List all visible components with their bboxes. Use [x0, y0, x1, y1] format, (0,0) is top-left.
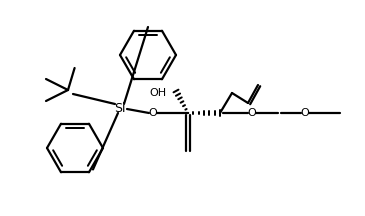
Text: O: O — [247, 108, 256, 118]
Text: O: O — [149, 108, 157, 118]
Text: O: O — [301, 108, 310, 118]
Text: OH: OH — [149, 88, 166, 98]
Text: Si: Si — [114, 102, 126, 114]
